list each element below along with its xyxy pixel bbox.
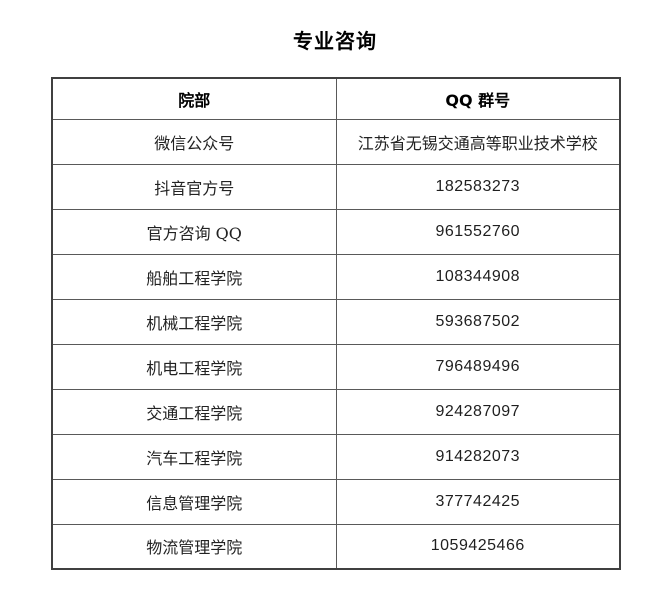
table-row: 交通工程学院 924287097 [51, 388, 621, 435]
department-cell: 抖音官方号 [51, 163, 337, 210]
qq-group-cell: 593687502 [335, 298, 621, 345]
qq-group-cell: 377742425 [335, 478, 621, 525]
department-cell: 船舶工程学院 [51, 253, 337, 300]
table-header-row: 院部 QQ 群号 [51, 77, 621, 120]
table-row: 汽车工程学院 914282073 [51, 433, 621, 480]
consultation-table: 院部 QQ 群号 微信公众号 江苏省无锡交通高等职业技术学校 抖音官方号 182583… [51, 77, 621, 570]
table-row: 物流管理学院 1059425466 [51, 523, 621, 570]
department-cell: 机械工程学院 [51, 298, 337, 345]
column-header-qq-group: QQ 群号 [335, 77, 621, 120]
qq-group-cell: 1059425466 [335, 523, 621, 570]
page-title: 专业咨询 [293, 29, 377, 53]
qq-group-cell: 796489496 [335, 343, 621, 390]
table-row: 机电工程学院 796489496 [51, 343, 621, 390]
department-cell: 微信公众号 [51, 118, 337, 165]
qq-group-cell: 924287097 [335, 388, 621, 435]
qq-group-cell: 961552760 [335, 208, 621, 255]
qq-group-cell: 182583273 [335, 163, 621, 210]
table-row: 信息管理学院 377742425 [51, 478, 621, 525]
qq-group-cell: 江苏省无锡交通高等职业技术学校 [335, 118, 621, 165]
column-header-department: 院部 [51, 77, 337, 120]
table-row: 抖音官方号 182583273 [51, 163, 621, 210]
table-row: 船舶工程学院 108344908 [51, 253, 621, 300]
department-cell: 汽车工程学院 [51, 433, 337, 480]
qq-group-cell: 914282073 [335, 433, 621, 480]
table-row: 微信公众号 江苏省无锡交通高等职业技术学校 [51, 118, 621, 165]
qq-group-cell: 108344908 [335, 253, 621, 300]
table-body: 微信公众号 江苏省无锡交通高等职业技术学校 抖音官方号 182583273 官方咨询 Q… [51, 118, 621, 570]
department-cell: 物流管理学院 [51, 523, 337, 570]
table-row: 机械工程学院 593687502 [51, 298, 621, 345]
department-cell: 官方咨询 QQ [51, 208, 337, 255]
department-cell: 交通工程学院 [51, 388, 337, 435]
table-row: 官方咨询 QQ 961552760 [51, 208, 621, 255]
department-cell: 信息管理学院 [51, 478, 337, 525]
department-cell: 机电工程学院 [51, 343, 337, 390]
